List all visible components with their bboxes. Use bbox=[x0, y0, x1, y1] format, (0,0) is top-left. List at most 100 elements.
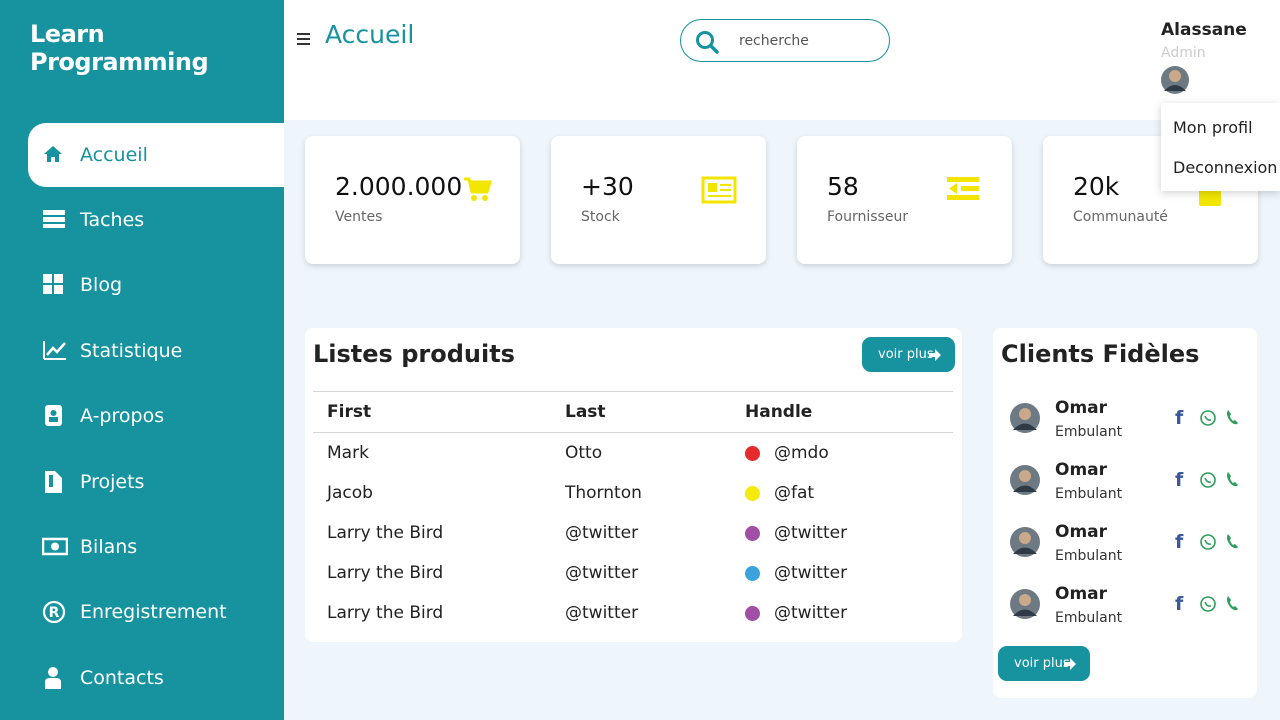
menu-item[interactable]: A-propos bbox=[28, 384, 284, 448]
user-role: Admin bbox=[1161, 45, 1206, 61]
stat-icon bbox=[947, 176, 983, 210]
cell-last: @twitter bbox=[565, 603, 639, 623]
client-avatar bbox=[1009, 464, 1041, 500]
menu-label: Blog bbox=[80, 274, 122, 297]
status-dot bbox=[745, 486, 760, 501]
stat-card: 2.000.000 Ventes bbox=[305, 136, 520, 264]
arrow-icon bbox=[1064, 658, 1076, 670]
stat-label: Stock bbox=[581, 209, 620, 225]
client-avatar-svg bbox=[1010, 527, 1040, 557]
cell-last: @twitter bbox=[565, 523, 639, 543]
client-avatar bbox=[1009, 402, 1041, 438]
client-avatar-svg bbox=[1010, 465, 1040, 495]
menu-item[interactable]: Projets bbox=[28, 450, 284, 514]
client-avatar bbox=[1009, 526, 1041, 562]
cell-first: Mark bbox=[327, 443, 369, 463]
button-label: voir plus bbox=[878, 347, 934, 362]
sidebar: Learn Programming Accueil Taches Blog Stati… bbox=[0, 0, 284, 720]
cell-handle: @fat bbox=[774, 483, 815, 503]
menu-item[interactable]: Accueil bbox=[28, 123, 284, 187]
stat-label: Fournisseur bbox=[827, 209, 909, 225]
menu-icon bbox=[44, 146, 62, 162]
menu-icon bbox=[43, 210, 65, 228]
menu-item[interactable]: R Enregistrement bbox=[28, 580, 284, 644]
topbar: Accueil recherche Alassane Admin bbox=[284, 0, 1280, 120]
brand: Learn Programming bbox=[30, 20, 209, 76]
menu-item[interactable]: Taches bbox=[28, 188, 284, 252]
menu-icon bbox=[45, 405, 62, 427]
client-avatar-svg bbox=[1010, 403, 1040, 433]
search-placeholder: recherche bbox=[739, 33, 809, 49]
cell-last: @twitter bbox=[565, 563, 639, 583]
dropdown-item[interactable]: Mon profil bbox=[1173, 118, 1253, 137]
dropdown-item[interactable]: Deconnexion bbox=[1173, 158, 1278, 177]
client-name: Omar bbox=[1055, 398, 1108, 418]
column-header: First bbox=[327, 402, 372, 422]
menu-label: A-propos bbox=[80, 405, 165, 428]
menu-item[interactable]: Contacts bbox=[28, 646, 284, 710]
clients-panel: Clients Fidèles Omar Embulant f Omar Embulant… bbox=[993, 328, 1257, 698]
table-line bbox=[313, 432, 953, 433]
stat-icon bbox=[701, 176, 737, 210]
cell-last: Thornton bbox=[565, 483, 642, 503]
menu-icon bbox=[45, 666, 61, 689]
cell-handle: @twitter bbox=[774, 603, 848, 623]
social-icons[interactable]: f bbox=[1173, 469, 1243, 495]
menu-icon: R bbox=[42, 601, 66, 624]
user-avatar[interactable] bbox=[1160, 65, 1190, 95]
svg-text:f: f bbox=[1175, 469, 1184, 491]
stat-value: 20k bbox=[1073, 172, 1120, 201]
social-icons[interactable]: f bbox=[1173, 531, 1243, 557]
search-icon bbox=[696, 31, 719, 54]
svg-text:f: f bbox=[1175, 531, 1184, 553]
stat-card: +30 Stock bbox=[551, 136, 766, 264]
voir-plus-button[interactable]: voir plus bbox=[998, 646, 1090, 681]
panel-title: Listes produits bbox=[313, 340, 515, 368]
social-icons[interactable]: f bbox=[1173, 593, 1243, 619]
hamburger-icon[interactable] bbox=[297, 32, 311, 46]
cell-first: Larry the Bird bbox=[327, 603, 444, 623]
client-avatar-svg bbox=[1010, 589, 1040, 619]
search-box[interactable]: recherche bbox=[680, 19, 890, 62]
status-dot bbox=[745, 446, 760, 461]
stat-label: Ventes bbox=[335, 209, 383, 225]
social-icons-svg: f bbox=[1175, 593, 1238, 615]
stat-label: Communauté bbox=[1073, 209, 1168, 225]
table-line bbox=[313, 391, 953, 392]
client-name: Omar bbox=[1055, 522, 1108, 542]
menu-icon bbox=[43, 274, 63, 295]
page-title: Accueil bbox=[325, 20, 415, 49]
column-header: Last bbox=[565, 402, 606, 422]
menu-item[interactable]: Statistique bbox=[28, 319, 284, 383]
cell-first: Larry the Bird bbox=[327, 523, 444, 543]
menu-label: Enregistrement bbox=[80, 601, 227, 624]
menu-item[interactable]: Blog bbox=[28, 253, 284, 317]
social-icons-svg: f bbox=[1175, 407, 1238, 429]
cell-handle: @mdo bbox=[774, 443, 829, 463]
voir-plus-button[interactable]: voir plus bbox=[862, 337, 955, 372]
client-role: Embulant bbox=[1055, 610, 1123, 626]
menu-label: Contacts bbox=[80, 666, 164, 689]
client-role: Embulant bbox=[1055, 486, 1123, 502]
social-icons-svg: f bbox=[1175, 469, 1238, 491]
button-label: voir plus bbox=[1014, 656, 1070, 671]
cell-handle: @twitter bbox=[774, 563, 848, 583]
menu-label: Statistique bbox=[80, 339, 183, 362]
status-dot bbox=[745, 606, 760, 621]
social-icons[interactable]: f bbox=[1173, 407, 1243, 433]
menu-icon bbox=[45, 470, 62, 493]
cell-last: Otto bbox=[565, 443, 603, 463]
menu-item[interactable]: Bilans bbox=[28, 515, 284, 579]
panel-title: Clients Fidèles bbox=[1001, 340, 1200, 368]
user-name: Alassane bbox=[1161, 20, 1247, 40]
stat-icon-svg bbox=[1199, 188, 1221, 206]
client-avatar bbox=[1009, 588, 1041, 624]
menu-icon bbox=[42, 537, 68, 556]
stat-card: 58 Fournisseur bbox=[797, 136, 1012, 264]
cell-first: Larry the Bird bbox=[327, 563, 444, 583]
stat-icon-svg bbox=[947, 177, 979, 200]
client-role: Embulant bbox=[1055, 548, 1123, 564]
status-dot bbox=[745, 526, 760, 541]
